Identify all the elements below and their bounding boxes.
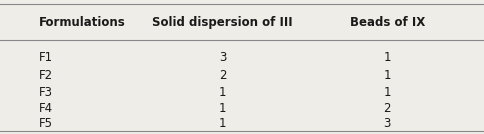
- Text: F3: F3: [39, 86, 53, 99]
- Text: 2: 2: [383, 102, 391, 115]
- Text: 1: 1: [219, 86, 227, 99]
- Text: Formulations: Formulations: [39, 16, 125, 29]
- Text: Solid dispersion of III: Solid dispersion of III: [152, 16, 293, 29]
- Text: 1: 1: [383, 68, 391, 82]
- Text: 3: 3: [219, 51, 227, 64]
- Text: 3: 3: [383, 117, 391, 130]
- Text: 1: 1: [219, 117, 227, 130]
- Text: 1: 1: [383, 86, 391, 99]
- Text: 1: 1: [219, 102, 227, 115]
- Text: F2: F2: [39, 68, 53, 82]
- Text: Beads of IX: Beads of IX: [349, 16, 425, 29]
- Text: F1: F1: [39, 51, 53, 64]
- Text: 1: 1: [383, 51, 391, 64]
- Text: F5: F5: [39, 117, 53, 130]
- Text: 2: 2: [219, 68, 227, 82]
- Text: F4: F4: [39, 102, 53, 115]
